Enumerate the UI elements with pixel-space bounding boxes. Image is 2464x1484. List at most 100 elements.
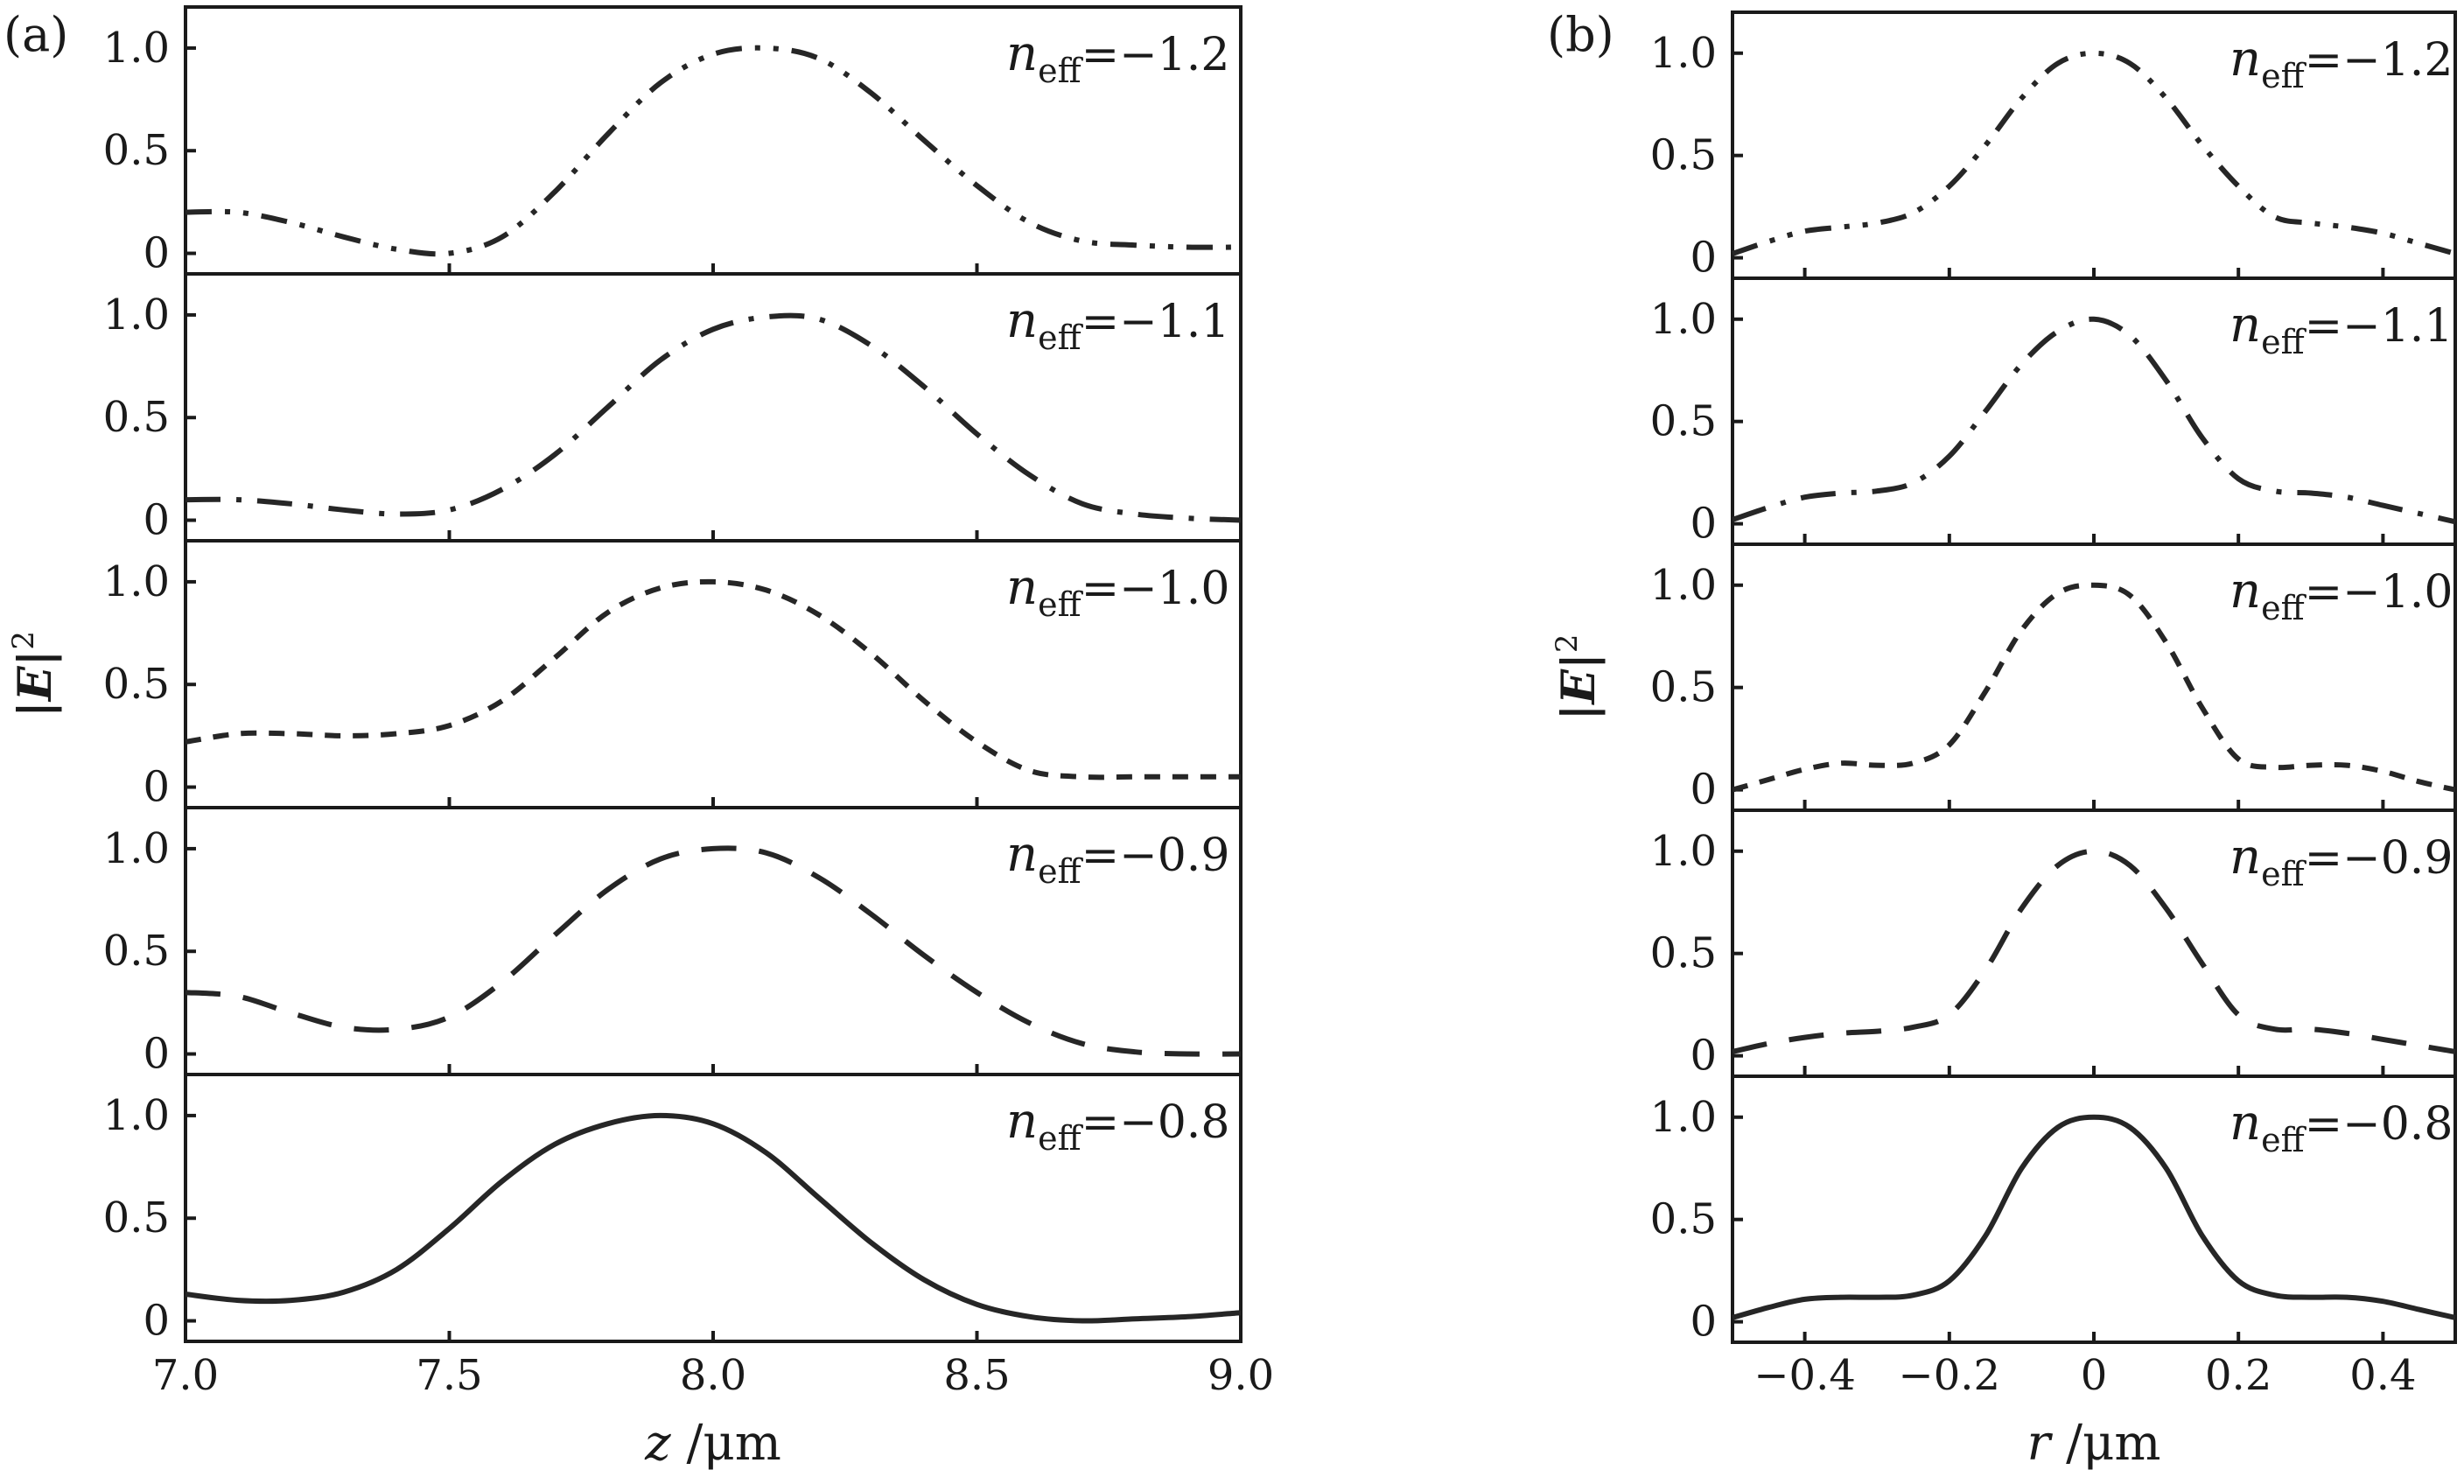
y-tick-label: 0: [143, 1297, 170, 1346]
annotation-value: =−1.2: [2305, 34, 2454, 87]
y-tick-label: 0: [143, 229, 170, 278]
panel-a-subplot-2-annotation: neff=−1.1: [1006, 292, 1229, 357]
annotation-value: =−0.8: [2305, 1098, 2454, 1151]
annotation-subscript: eff: [1038, 318, 1083, 357]
panel-b-subplot-1-annotation: neff=−1.2: [2230, 31, 2453, 95]
annotation-value: =−1.2: [1082, 29, 1230, 81]
panel-a-y-axis-label: |E|2: [6, 631, 62, 718]
annotation-subscript: eff: [2261, 589, 2306, 627]
panel-a-subplot-1-annotation: neff=−1.2: [1006, 25, 1229, 90]
x-axis-label-unit: /μm: [2050, 1415, 2160, 1472]
panel-b-subplot-5-annotation: neff=−0.8: [2230, 1095, 2453, 1159]
panel-a-label: (a): [4, 7, 68, 62]
panel-b-subplot-5: 0 0.5 1.0 neff=−0.8: [1650, 1074, 2457, 1347]
y-tick-label: 1.0: [1650, 1093, 1717, 1142]
panel-b-subplot-2: 0 0.5 1.0 neff=−1.1: [1650, 276, 2457, 549]
annotation-subscript: eff: [1038, 852, 1083, 891]
panel-a-series-3-line: [185, 578, 1241, 780]
panel-b-x-axis-label: r /μm: [2027, 1415, 2161, 1472]
annotation-subscript: eff: [2261, 323, 2306, 361]
annotation-value: =−0.9: [1082, 830, 1230, 882]
annotation-symbol: n: [1006, 826, 1038, 883]
panel-a-y-axis-label-sup: 2: [6, 631, 41, 650]
y-tick-label: 1.0: [1650, 29, 1717, 78]
y-tick-label: 0: [1690, 1298, 1717, 1347]
panel-a-subplot-4-annotation: neff=−0.9: [1006, 826, 1229, 891]
y-tick-label: 1.0: [1650, 295, 1717, 344]
panel-a-subplot-1: 0 0.5 1.0 neff=−1.2: [103, 5, 1242, 278]
y-tick-label: 0.5: [103, 927, 170, 976]
annotation-value: =−0.9: [2305, 832, 2454, 885]
y-tick-label: 0.5: [1650, 1195, 1717, 1244]
panel-a-subplot-5: 0 0.5 1.0 neff=−0.8: [103, 1073, 1242, 1346]
annotation-subscript: eff: [2261, 855, 2306, 893]
panel-b-series-4-line: [1732, 848, 2456, 1054]
panel-a-x-tick-label: 7.0: [152, 1351, 219, 1400]
panel-b-y-axis-label: |E|2: [1550, 634, 1606, 720]
x-axis-label-unit: /μm: [671, 1415, 781, 1472]
panel-b-label: (b): [1547, 7, 1614, 62]
annotation-symbol: n: [2230, 1095, 2261, 1152]
panel-b-subplot-4: 0 0.5 1.0 neff=−0.9: [1650, 808, 2457, 1081]
panel-b-y-axis-label-sup: 2: [1550, 634, 1585, 653]
annotation-subscript: eff: [1038, 585, 1083, 624]
panel-a-subplot-4: 0 0.5 1.0 neff=−0.9: [103, 806, 1242, 1079]
y-tick-label: 1.0: [103, 557, 170, 606]
panel-b-x-tick-label: −0.2: [1899, 1351, 2001, 1400]
panel-a-series-5-line: [185, 1112, 1242, 1324]
panel-a-subplot-5-annotation: neff=−0.8: [1006, 1093, 1229, 1158]
panel-b-subplot-3-annotation: neff=−1.0: [2230, 563, 2453, 627]
panel-a-y-axis-label-main: |E|: [9, 650, 62, 718]
y-tick-label: 0.5: [1650, 663, 1717, 712]
annotation-subscript: eff: [1038, 1119, 1083, 1158]
panel-b-x-tick-label: 0: [2081, 1351, 2108, 1400]
x-axis-label-variable: r: [2027, 1415, 2054, 1472]
panel-b-y-axis-label-main: |E|: [1552, 653, 1606, 720]
panel-b: (b)|E|200.51.0 neff=−1.200.51.0 neff=−1.10…: [1547, 7, 2457, 1472]
y-tick-label: 1.0: [1650, 561, 1717, 610]
y-tick-label: 0: [143, 1030, 170, 1079]
annotation-symbol: n: [2230, 563, 2261, 620]
y-tick-label: 0: [143, 763, 170, 812]
panel-a-x-axis-label: z /μm: [644, 1415, 781, 1472]
panel-b-series-1-line: [1732, 50, 2456, 256]
y-tick-label: 0: [143, 496, 170, 545]
panel-a: (a)|E|200.51.0 neff=−1.200.51.0 neff=−1.10…: [4, 5, 1274, 1472]
y-tick-label: 0.5: [103, 1194, 170, 1242]
annotation-symbol: n: [1006, 1093, 1038, 1150]
panel-a-subplot-3: 0 0.5 1.0 neff=−1.0: [103, 539, 1242, 812]
annotation-symbol: n: [1006, 292, 1038, 349]
y-tick-label: 0.5: [1650, 929, 1717, 978]
panel-a-x-tick-label: 8.0: [680, 1351, 746, 1400]
annotation-symbol: n: [2230, 829, 2261, 886]
annotation-symbol: n: [2230, 31, 2261, 88]
panel-b-subplot-2-annotation: neff=−1.1: [2230, 297, 2453, 361]
panel-b-x-tick-label: −0.4: [1754, 1351, 1856, 1400]
panel-b-series-3-line: [1732, 582, 2456, 793]
y-tick-label: 0.5: [103, 126, 170, 175]
x-axis-label-variable: z: [644, 1415, 671, 1472]
annotation-subscript: eff: [1038, 52, 1083, 90]
y-tick-label: 0.5: [103, 393, 170, 442]
y-tick-label: 0: [1690, 766, 1717, 815]
y-tick-label: 0.5: [1650, 397, 1717, 446]
y-tick-label: 1.0: [103, 24, 170, 73]
annotation-subscript: eff: [2261, 1121, 2306, 1159]
panel-a-series-1-line: [185, 45, 1242, 257]
panel-a-subplot-3-annotation: neff=−1.0: [1006, 559, 1229, 624]
panel-b-series-2-line: [1732, 316, 2456, 525]
panel-b-series-5-line: [1732, 1114, 2456, 1320]
annotation-symbol: n: [1006, 25, 1038, 82]
annotation-value: =−1.0: [2305, 566, 2454, 619]
annotation-value: =−1.0: [1082, 563, 1230, 615]
annotation-value: =−1.1: [2305, 300, 2454, 353]
annotation-symbol: n: [2230, 297, 2261, 354]
y-tick-label: 1.0: [103, 290, 170, 340]
y-tick-label: 0.5: [1650, 131, 1717, 180]
panel-a-series-4-line: [185, 845, 1242, 1057]
panel-a-subplot-2: 0 0.5 1.0 neff=−1.1: [103, 272, 1242, 545]
y-tick-label: 0.5: [103, 660, 170, 709]
y-tick-label: 1.0: [103, 824, 170, 873]
y-tick-label: 0: [1690, 1032, 1717, 1081]
